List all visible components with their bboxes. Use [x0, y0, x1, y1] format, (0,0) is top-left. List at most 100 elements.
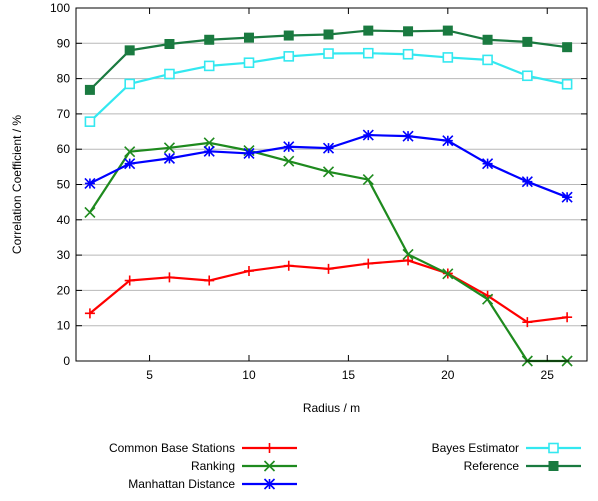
data-point-3-6	[323, 48, 334, 59]
data-point-0-7	[363, 258, 374, 269]
data-point-3-0	[84, 116, 96, 127]
y-tick-label-5: 50	[57, 178, 71, 192]
data-point-4-9	[442, 25, 453, 36]
data-point-4-11	[522, 36, 533, 47]
data-point-0-3	[204, 275, 215, 286]
data-point-4-6	[323, 29, 334, 40]
data-point-4-8	[403, 26, 414, 37]
data-point-2-12	[561, 191, 573, 203]
data-point-1-5	[283, 155, 295, 167]
x-tick-label-0: 5	[146, 368, 153, 382]
data-point-4-5	[283, 30, 294, 41]
data-point-3-9	[442, 52, 454, 63]
legend-label-3: Bayes Estimator	[432, 441, 519, 455]
data-point-0-8	[403, 255, 414, 266]
series-0	[84, 255, 573, 328]
data-point-2-3	[203, 145, 215, 157]
y-tick-label-6: 60	[57, 142, 71, 156]
data-point-0-12	[562, 312, 573, 323]
data-point-3-4	[243, 57, 255, 69]
data-point-1-10	[482, 293, 494, 305]
data-point-2-11	[521, 176, 533, 188]
legend-item-3: Bayes Estimator	[432, 441, 581, 455]
y-tick-label-10: 100	[50, 1, 70, 15]
data-point-3-7	[362, 47, 374, 59]
data-point-3-11	[522, 70, 533, 82]
x-axis-label: Radius / m	[303, 401, 360, 415]
series-line-3	[89, 52, 568, 123]
legend-item-2: Manhattan Distance	[128, 477, 297, 491]
legend-label-1: Ranking	[191, 459, 235, 473]
data-point-2-7	[362, 129, 374, 141]
y-tick-label-8: 80	[57, 72, 71, 86]
y-tick-label-9: 90	[57, 36, 71, 50]
data-point-2-4	[243, 147, 255, 160]
x-tick-label-4: 25	[541, 368, 555, 382]
data-point-0-0	[84, 308, 95, 319]
data-point-1-9	[442, 268, 454, 280]
data-point-1-1	[124, 146, 136, 158]
data-point-2-10	[482, 158, 494, 170]
data-point-1-0	[84, 206, 96, 218]
data-point-4-10	[482, 34, 493, 45]
data-point-1-2	[163, 142, 176, 154]
data-point-2-1	[124, 158, 136, 170]
legend-marker-3	[548, 442, 559, 454]
data-point-4-3	[204, 34, 215, 45]
legend: Common Base Stations Ranking Manhattan Dis…	[109, 441, 581, 491]
data-point-3-5	[283, 51, 295, 62]
data-point-3-3	[203, 60, 215, 72]
data-point-1-7	[362, 173, 374, 186]
legend-marker-4	[548, 461, 559, 471]
plot-series	[84, 25, 573, 367]
data-point-3-12	[561, 78, 573, 90]
data-point-3-2	[164, 68, 175, 80]
y-tick-label-7: 70	[57, 107, 71, 121]
series-1	[84, 137, 573, 367]
data-point-4-12	[562, 42, 573, 53]
x-tick-label-3: 20	[441, 368, 455, 382]
legend-label-2: Manhattan Distance	[128, 477, 235, 491]
data-point-0-6	[323, 263, 334, 274]
y-axis-label: Correlation Coefficient / %	[10, 115, 24, 255]
data-point-0-4	[243, 265, 254, 276]
y-tick-label-1: 10	[57, 319, 71, 333]
series-2	[84, 129, 573, 203]
data-point-2-5	[283, 141, 295, 153]
series-line-1	[88, 141, 568, 363]
data-point-0-11	[522, 317, 533, 328]
legend-marker-2	[263, 478, 276, 490]
axis-ticks: 0 10 20 30 40 50 60 70 80 90 100 5 10 15 20 25	[50, 1, 587, 382]
grid-lines	[76, 42, 587, 327]
data-point-0-5	[283, 260, 294, 271]
y-tick-label-3: 30	[57, 248, 71, 262]
data-point-2-6	[322, 142, 335, 154]
legend-marker-1	[263, 460, 276, 472]
x-tick-label-2: 15	[342, 368, 356, 382]
series-4	[84, 25, 573, 95]
data-point-1-8	[402, 248, 414, 260]
data-point-4-0	[84, 84, 95, 95]
y-tick-label-4: 40	[57, 213, 71, 227]
data-point-3-1	[124, 78, 135, 90]
data-point-4-7	[363, 25, 374, 36]
series-3	[84, 47, 573, 127]
legend-item-0: Common Base Stations	[109, 441, 297, 455]
data-point-1-6	[322, 166, 335, 178]
legend-label-0: Common Base Stations	[109, 441, 235, 455]
data-point-1-3	[203, 137, 215, 149]
y-tick-label-0: 0	[63, 354, 70, 368]
legend-item-4: Reference	[464, 459, 581, 473]
x-tick-label-1: 10	[242, 368, 256, 382]
legend-item-1: Ranking	[191, 459, 297, 473]
legend-label-4: Reference	[464, 459, 520, 473]
data-point-4-2	[164, 39, 175, 50]
legend-marker-0	[264, 443, 275, 453]
data-point-4-1	[124, 45, 135, 56]
data-point-2-0	[84, 177, 96, 190]
data-point-2-2	[163, 152, 176, 164]
y-tick-label-2: 20	[57, 283, 71, 297]
data-point-3-10	[482, 54, 493, 66]
